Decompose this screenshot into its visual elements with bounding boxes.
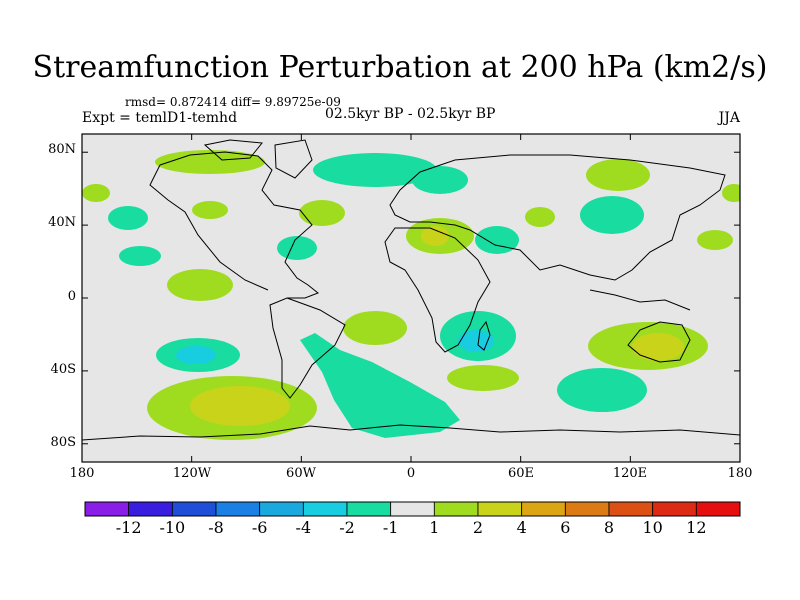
coast-north-america-west	[149, 164, 269, 291]
colorbar-swatch	[346, 501, 392, 517]
colorbar-label: 10	[642, 518, 663, 537]
coast-north-america	[159, 151, 319, 299]
colorbar-swatch	[84, 501, 130, 517]
coast-australia	[627, 321, 691, 363]
anomaly-atlantic-tropics	[277, 236, 317, 260]
statistics-label: rmsd= 0.872414 diff= 9.89725e-09	[125, 95, 341, 109]
coast-africa	[384, 227, 491, 353]
season-label: JJA	[718, 110, 740, 126]
colorbar-swatch	[128, 501, 173, 517]
colorbar-label: -10	[159, 518, 186, 537]
colorbar-label: 2	[472, 518, 484, 537]
x-tick-label-60e: 60E	[507, 466, 535, 481]
anomaly-barents	[412, 166, 468, 194]
anomaly-greenland	[155, 150, 265, 174]
anomaly-mediterranean-core	[421, 226, 449, 246]
colorbar-swatch	[652, 501, 697, 517]
colorbar-label: -2	[339, 518, 355, 537]
anomaly-nw-atlantic	[299, 200, 345, 226]
anomaly-southern-indian-core	[458, 330, 494, 352]
colorbar-swatch	[433, 501, 479, 517]
x-tick-label-180e: 180	[727, 466, 753, 481]
colorbar-swatch	[521, 501, 566, 517]
coastlines	[82, 139, 740, 441]
anomaly-eastern-pacific	[167, 269, 233, 301]
colorbar-swatch	[171, 501, 217, 517]
colorbar-swatch	[695, 501, 741, 517]
anomaly-west-edge	[82, 184, 110, 202]
colorbar-label: -8	[208, 518, 224, 537]
colorbar-frame	[84, 501, 741, 517]
coast-south-america	[269, 297, 346, 399]
x-tick-label-120e: 120E	[612, 466, 648, 481]
anomaly-south-pacific-core	[176, 346, 216, 364]
y-tick-label-80s: 80S	[50, 435, 76, 450]
colorbar-swatch	[564, 501, 610, 517]
anomaly-north-pacific	[108, 206, 148, 230]
x-tick-label-180w: 180	[69, 466, 95, 481]
colorbar-swatch	[390, 501, 435, 517]
anomaly-south-atlantic	[343, 311, 407, 345]
anomaly-central-pacific	[119, 246, 161, 266]
chart-title: Streamfunction Perturbation at 200 hPa (…	[32, 50, 768, 85]
colorbar-label: 8	[603, 518, 615, 537]
coast-indonesia	[589, 289, 691, 311]
anomaly-central-asia	[580, 196, 644, 234]
coast-antarctica	[82, 424, 740, 441]
y-tick-label-40n: 40N	[48, 215, 76, 230]
anomaly-southern-indian-far	[557, 368, 647, 412]
colorbar-label: 4	[516, 518, 527, 537]
x-tick-label-120w: 120W	[172, 466, 212, 481]
anomaly-arabia	[475, 226, 519, 254]
colorbar-swatch	[215, 501, 261, 517]
anomaly-layer	[82, 150, 740, 440]
colorbar-label: 6	[560, 518, 571, 537]
y-tick-label-40s: 40S	[50, 362, 76, 377]
anomaly-siberia	[586, 159, 650, 191]
colorbar-swatch	[259, 501, 304, 517]
y-tick-label-0: 0	[67, 289, 76, 304]
anomaly-western-north-pacific	[192, 201, 228, 219]
anomaly-south-atlantic-band	[300, 333, 460, 438]
period-label: 02.5kyr BP - 02.5kyr BP	[325, 106, 496, 122]
anomaly-east-edge	[722, 184, 740, 202]
y-tick-label-80n: 80N	[48, 142, 76, 157]
experiment-label: Expt = temlD1-temhd	[82, 110, 238, 126]
x-tick-label-0: 0	[406, 466, 416, 481]
colorbar-label: 1	[429, 518, 440, 537]
colorbar	[84, 501, 741, 517]
anomaly-caspian	[525, 207, 555, 227]
coast-madagascar	[477, 320, 491, 351]
colorbar-swatch	[477, 501, 523, 517]
colorbar-label: -6	[251, 518, 268, 537]
colorbar-label: 12	[686, 518, 707, 537]
anomaly-arctic-europe	[313, 153, 437, 187]
colorbar-swatch	[608, 501, 654, 517]
anomaly-southeast-pacific-core	[190, 386, 290, 426]
axis-ticks	[81, 134, 741, 462]
coast-eurasia	[389, 154, 726, 281]
colorbar-label: -1	[382, 518, 399, 537]
x-tick-label-60w: 60W	[286, 466, 316, 481]
anomaly-southern-africa	[447, 365, 519, 391]
coast-greenland	[274, 139, 313, 179]
coast-arctic-islands	[203, 139, 263, 161]
colorbar-swatch	[302, 501, 348, 517]
anomaly-australia-core	[632, 333, 684, 361]
colorbar-label: -12	[115, 518, 142, 537]
anomaly-east-asia	[697, 230, 733, 250]
colorbar-label: -4	[295, 518, 312, 537]
